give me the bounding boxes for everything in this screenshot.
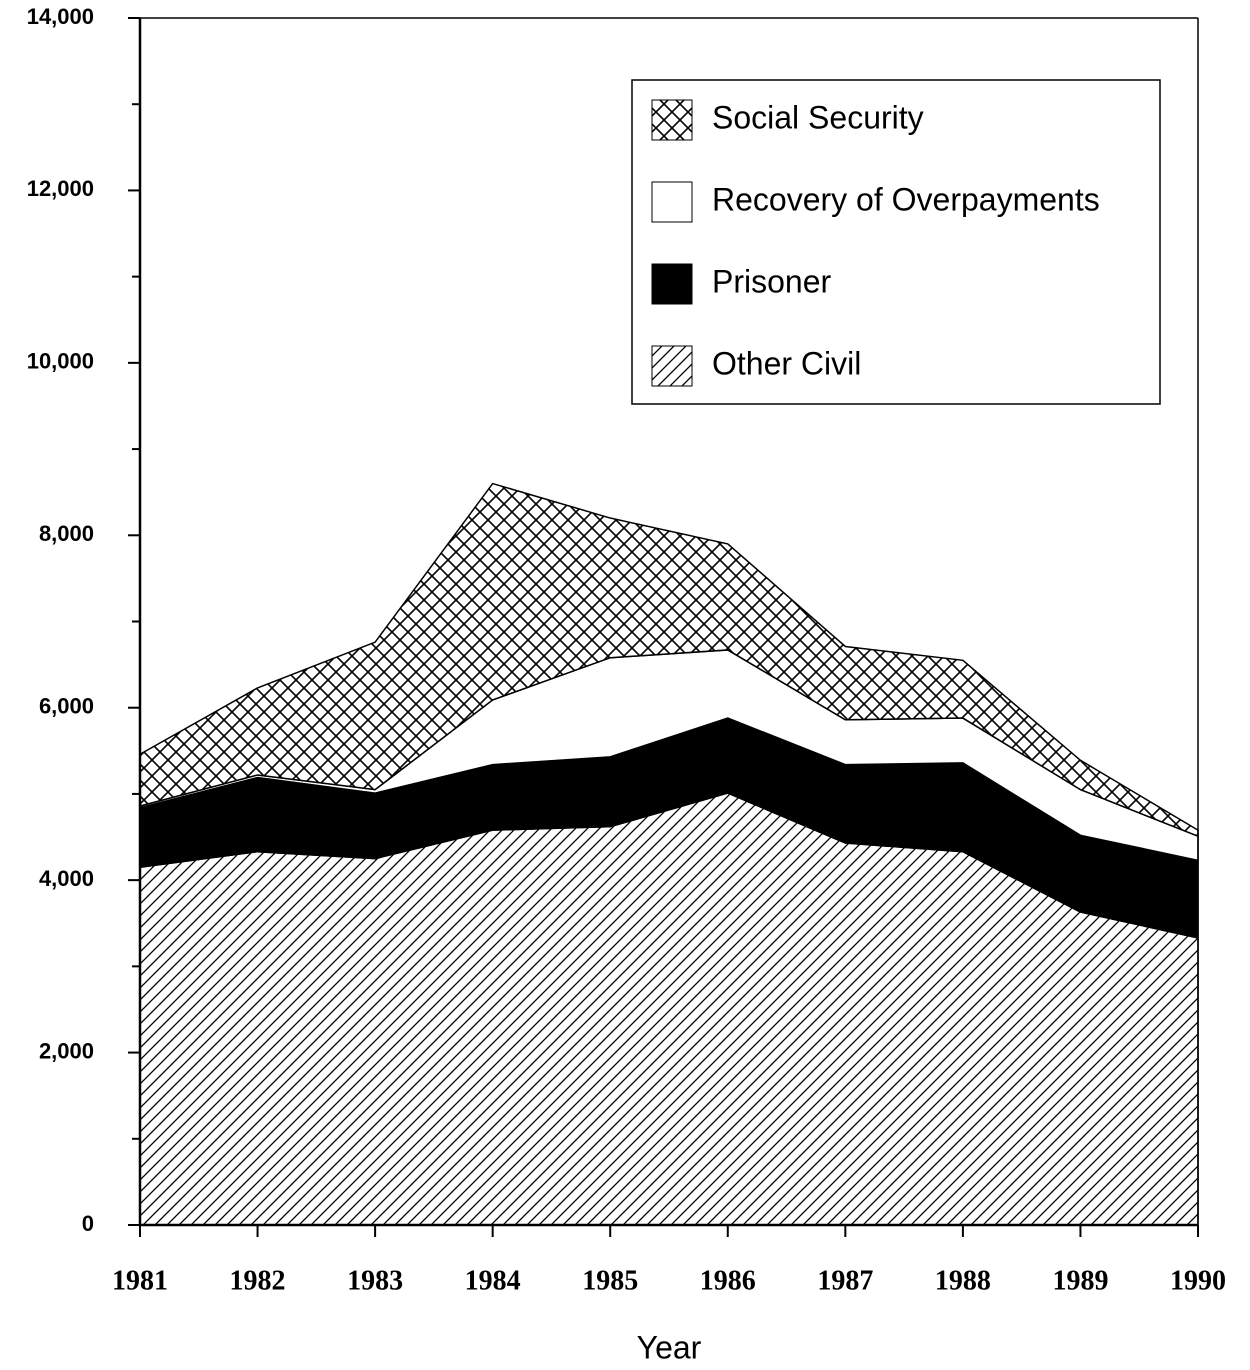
x-tick-label: 1989	[1052, 1265, 1108, 1296]
legend-swatch	[651, 345, 693, 387]
y-tick-label: 2,000	[39, 1038, 94, 1063]
x-tick-label: 1986	[700, 1265, 756, 1296]
legend-box	[631, 79, 1161, 405]
y-tick-label: 14,000	[27, 4, 94, 29]
x-tick-label: 1982	[230, 1265, 286, 1296]
y-tick-label: 4,000	[39, 866, 94, 891]
x-tick-label: 1981	[112, 1265, 168, 1296]
legend-swatch	[651, 181, 693, 223]
legend-label: Prisoner	[712, 263, 832, 299]
legend-label: Social Security	[712, 99, 924, 135]
legend-label: Other Civil	[712, 345, 861, 381]
y-tick-label: 8,000	[39, 521, 94, 546]
x-axis-title: Year	[637, 1329, 702, 1365]
x-tick-label: 1984	[465, 1265, 521, 1296]
x-tick-label: 1990	[1170, 1265, 1226, 1296]
x-tick-label: 1983	[347, 1265, 403, 1296]
legend-label: Recovery of Overpayments	[712, 181, 1100, 217]
y-tick-label: 10,000	[27, 349, 94, 374]
x-tick-label: 1987	[817, 1265, 873, 1296]
x-tick-label: 1988	[935, 1265, 991, 1296]
x-tick-label: 1985	[582, 1265, 638, 1296]
legend-swatch	[651, 263, 693, 305]
y-tick-label: 12,000	[27, 176, 94, 201]
legend-swatch	[651, 99, 693, 141]
y-tick-label: 0	[82, 1211, 94, 1236]
y-tick-label: 6,000	[39, 694, 94, 719]
